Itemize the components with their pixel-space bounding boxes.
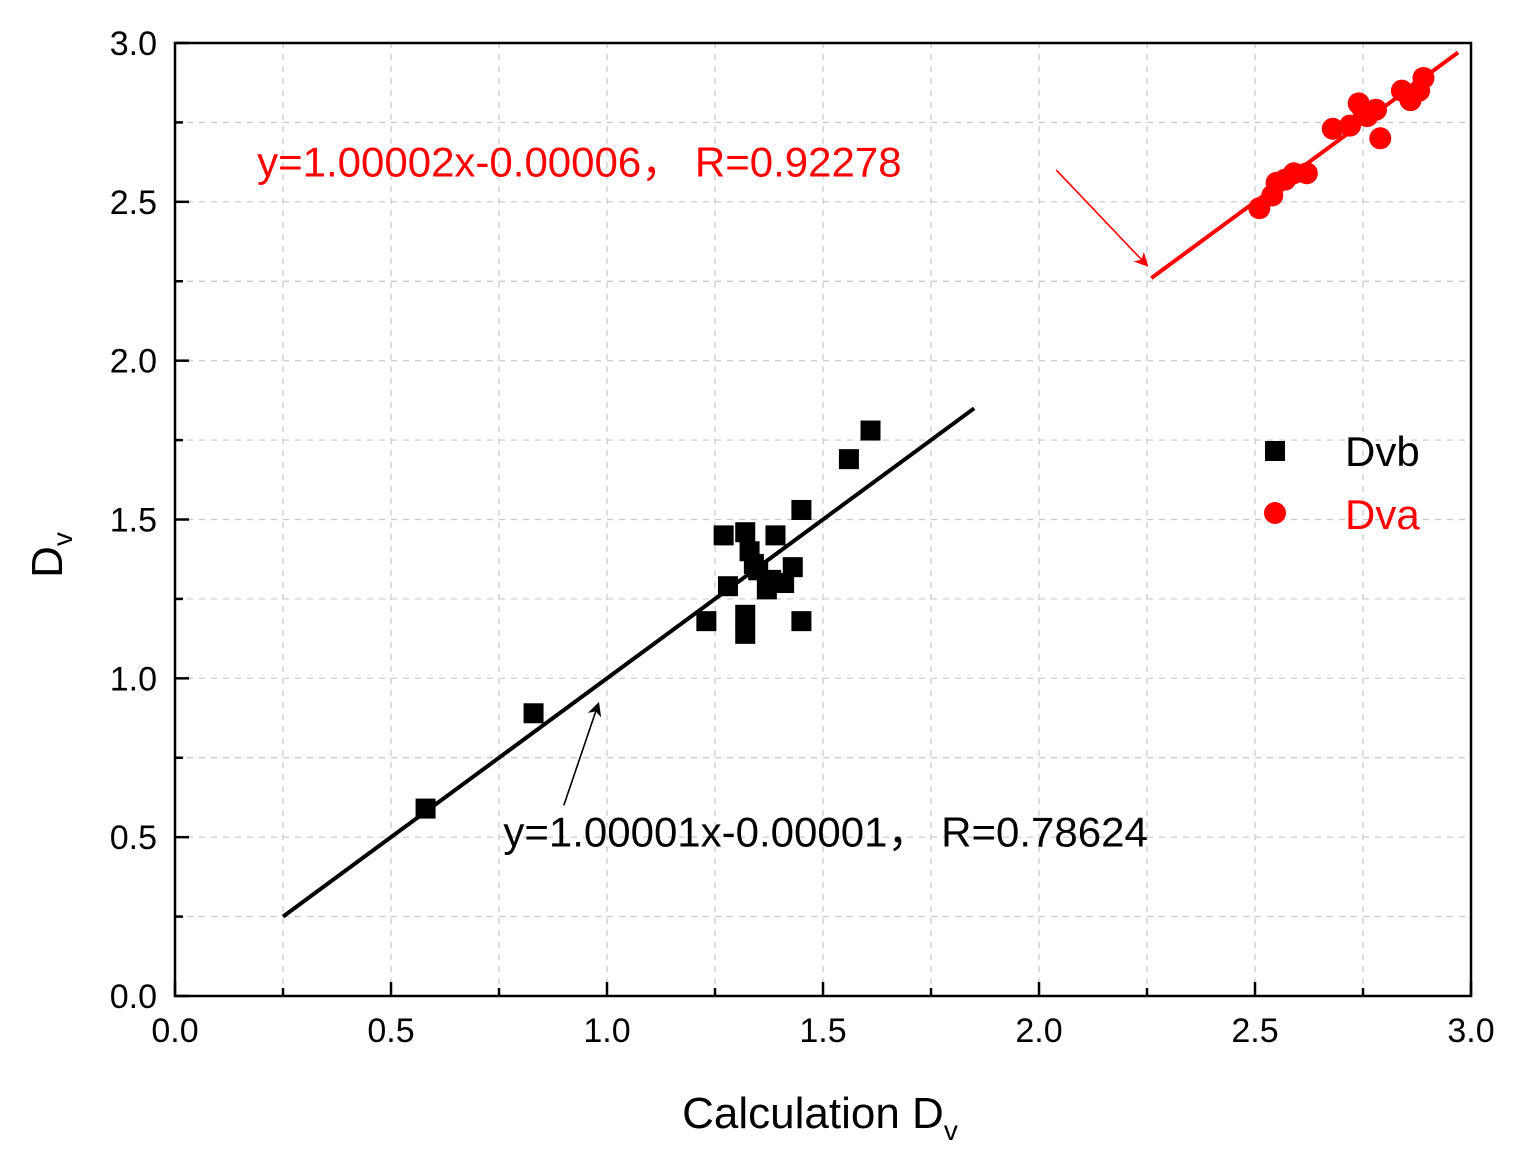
y-axis-title: Dv [23,532,78,578]
grid [175,43,1471,996]
point-dva [1369,127,1392,150]
point-dvb [791,499,812,520]
x-tick-label: 2.0 [1015,1012,1062,1050]
y-tick-label: 0.0 [110,978,157,1016]
y-tick-label: 2.5 [110,184,157,222]
fit-line-dvb [281,406,976,919]
y-tick-label: 0.5 [110,819,157,857]
point-dvb [696,611,717,632]
x-axis-title: Calculation Dv [682,1089,958,1146]
point-dva [1412,66,1435,89]
x-tick-label: 1.5 [799,1012,846,1050]
point-dvb [415,798,436,819]
point-dva [1321,117,1344,140]
y-tick-label: 1.0 [110,660,157,698]
fit-label-dvb: y=1.00001x-0.00001， R=0.78624 [503,809,1148,856]
y-tick-label: 2.0 [110,343,157,381]
point-dvb [791,611,812,632]
point-dvb [735,522,756,543]
axes: 0.0 0.5 1.0 1.5 2.0 2.5 3.0 0.0 0.5 1.0 1.5 2.0 2.5 3… [110,25,1495,1050]
x-axis-title-subscript: v [944,1115,958,1146]
y-tick-label: 1.5 [110,502,157,540]
legend-marker-dva [1264,502,1286,524]
x-tick-label: 1.0 [583,1012,630,1050]
point-dvb [523,703,544,724]
legend-label-dva: Dva [1345,491,1420,538]
point-dvb [735,623,756,644]
fit-annotations: y=1.00001x-0.00001， R=0.78624 y=1.00002x-… [257,138,1149,856]
legend: Dvb Dva [1264,428,1420,538]
x-tick-label: 3.0 [1447,1012,1494,1050]
fit-arrow-dvb [563,701,602,806]
point-dvb [713,525,734,546]
y-axis-title-subscript: v [47,532,78,546]
x-tick-label: 0.5 [367,1012,414,1050]
x-tick-label: 2.5 [1231,1012,1278,1050]
legend-label-dvb: Dvb [1345,428,1420,475]
legend-marker-dvb [1265,441,1285,461]
point-dvb [860,420,881,441]
data-points [415,66,1435,819]
point-dvb [774,573,795,594]
point-dvb [782,557,803,578]
point-dva [1295,162,1318,185]
fit-arrow-dva [1055,169,1149,267]
point-dvb [717,576,738,597]
fit-label-dva: y=1.00002x-0.00006， R=0.92278 [257,138,902,185]
x-tick-label: 0.0 [151,1012,198,1050]
point-dvb [765,525,786,546]
y-tick-label: 3.0 [110,25,157,63]
point-dvb [838,449,859,470]
point-dvb [735,604,756,625]
point-dva [1364,98,1387,121]
point-dva [1339,114,1362,137]
